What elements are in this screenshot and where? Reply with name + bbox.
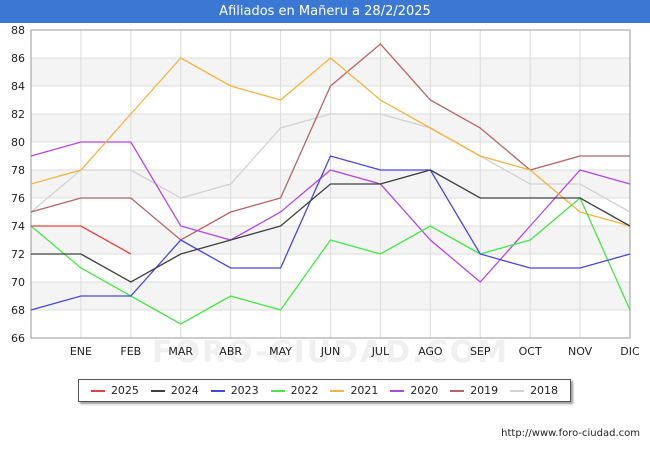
legend-swatch bbox=[270, 389, 285, 392]
x-tick-label: ABR bbox=[219, 345, 242, 358]
x-tick-label: DIC bbox=[620, 345, 640, 358]
legend-label: 2024 bbox=[170, 384, 199, 397]
legend-item-2024: 2024 bbox=[150, 384, 199, 397]
legend-swatch bbox=[210, 389, 225, 392]
legend-item-2018: 2018 bbox=[510, 384, 558, 397]
series-line-2025 bbox=[31, 225, 132, 255]
x-tick-label: SEP bbox=[470, 345, 491, 358]
x-tick-label: MAR bbox=[168, 345, 193, 358]
x-tick-label: AGO bbox=[418, 345, 443, 358]
y-tick-label: 86 bbox=[11, 52, 25, 65]
x-tick-label: NOV bbox=[568, 345, 593, 358]
series-line-2018 bbox=[30, 113, 631, 213]
x-tick-label: FEB bbox=[120, 345, 141, 358]
legend-swatch bbox=[150, 389, 165, 392]
chart-legend: 2025 2024 2023 2022 2021 2020 2019 2018 bbox=[78, 379, 571, 402]
legend-label: 2020 bbox=[410, 384, 439, 397]
legend-swatch bbox=[510, 389, 525, 392]
series-line-2023 bbox=[30, 155, 631, 311]
legend-swatch bbox=[390, 389, 405, 392]
legend-swatch bbox=[90, 389, 105, 392]
x-tick-label: ENE bbox=[70, 345, 92, 358]
y-tick-label: 74 bbox=[11, 220, 25, 233]
series-line-2021 bbox=[30, 57, 631, 227]
y-tick-label: 78 bbox=[11, 164, 25, 177]
legend-swatch bbox=[450, 389, 465, 392]
y-tick-label: 80 bbox=[11, 136, 25, 149]
x-tick-label: MAY bbox=[269, 345, 292, 358]
legend-item-2022: 2022 bbox=[270, 384, 319, 397]
legend-swatch bbox=[330, 389, 345, 392]
x-tick-label: JUN bbox=[320, 345, 341, 358]
legend-label: 2021 bbox=[350, 384, 379, 397]
y-tick-label: 82 bbox=[11, 108, 25, 121]
y-tick-label: 72 bbox=[11, 248, 25, 261]
chart-title: Afiliados en Mañeru a 28/2/2025 bbox=[0, 0, 650, 23]
series-line-2024 bbox=[31, 169, 631, 283]
y-tick-label: 66 bbox=[11, 332, 25, 345]
legend-label: 2018 bbox=[530, 384, 559, 397]
y-tick-label: 68 bbox=[11, 304, 25, 317]
legend-label: 2019 bbox=[470, 384, 499, 397]
line-chart: 66 68 70 72 74 76 78 80 82 84 86 88 ENE FEB MAR ABR MAY J… bbox=[11, 24, 640, 370]
legend-label: 2025 bbox=[110, 384, 139, 397]
x-tick-label: OCT bbox=[519, 345, 542, 358]
legend-item-2025: 2025 bbox=[90, 384, 139, 397]
legend-label: 2022 bbox=[290, 384, 319, 397]
legend-item-2020: 2020 bbox=[390, 384, 438, 397]
x-tick-label: JUL bbox=[371, 345, 390, 358]
legend-item-2023: 2023 bbox=[210, 384, 259, 397]
legend-item-2021: 2021 bbox=[330, 384, 378, 397]
source-url[interactable]: http://www.foro-ciudad.com bbox=[501, 428, 640, 439]
legend-label: 2023 bbox=[230, 384, 259, 397]
series-line-2020 bbox=[30, 141, 631, 283]
legend-item-2019: 2019 bbox=[450, 384, 498, 397]
y-tick-label: 70 bbox=[11, 276, 25, 289]
y-tick-label: 88 bbox=[11, 24, 25, 37]
watermark: FORO-CIUDAD.COM bbox=[152, 335, 509, 370]
y-tick-label: 76 bbox=[11, 192, 25, 205]
y-tick-label: 84 bbox=[11, 80, 25, 93]
